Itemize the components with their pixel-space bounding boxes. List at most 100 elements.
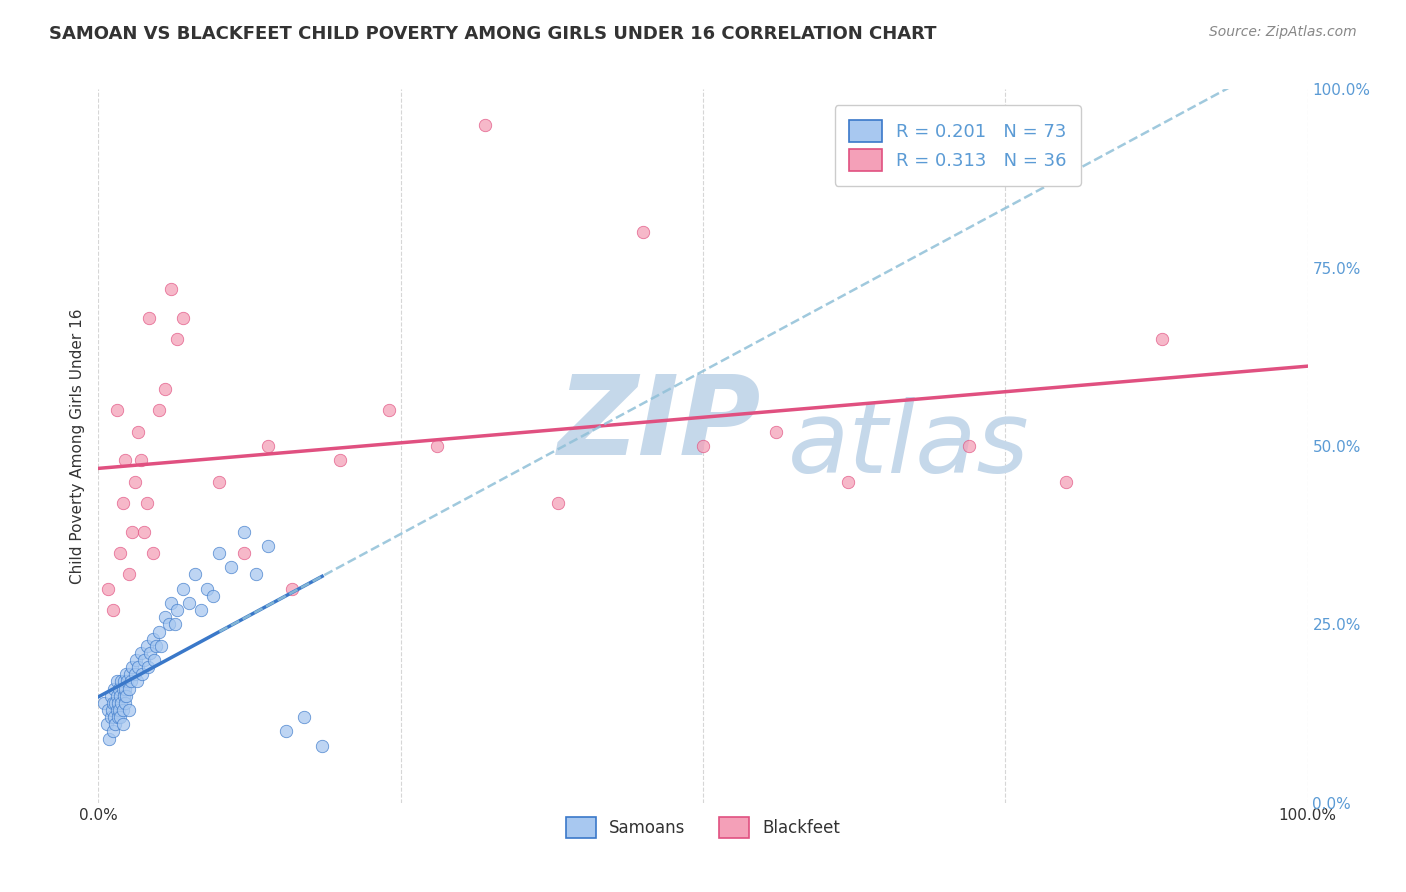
Point (232, 546, 254, 560)
Point (100, 710, 122, 724)
Point (163, 617, 186, 632)
Point (100, 703, 122, 717)
Point (118, 667, 141, 681)
Y-axis label: Child Poverty Among Girls Under 16: Child Poverty Among Girls Under 16 (69, 309, 84, 583)
Point (110, 674, 132, 689)
Point (221, 560, 243, 574)
Point (190, 603, 212, 617)
Point (100, 689, 122, 703)
Point (121, 524, 143, 539)
Point (97, 582, 120, 596)
Point (547, 496, 569, 510)
Point (108, 681, 131, 696)
Point (138, 310, 160, 325)
Point (166, 332, 188, 346)
Point (118, 681, 141, 696)
Point (111, 496, 134, 510)
Point (195, 582, 218, 596)
Point (96, 717, 118, 731)
Point (114, 696, 136, 710)
Point (112, 674, 135, 689)
Point (111, 703, 134, 717)
Point (101, 603, 124, 617)
Point (120, 674, 142, 689)
Point (127, 660, 149, 674)
Point (157, 617, 180, 632)
Point (121, 660, 143, 674)
Point (172, 582, 194, 596)
Point (135, 639, 157, 653)
Point (274, 724, 297, 739)
Point (127, 425, 149, 439)
Point (111, 681, 134, 696)
Point (142, 546, 165, 560)
Point (142, 632, 165, 646)
Point (129, 453, 152, 467)
Text: Source: ZipAtlas.com: Source: ZipAtlas.com (1209, 25, 1357, 39)
Point (143, 653, 166, 667)
Point (107, 710, 129, 724)
Point (256, 539, 278, 553)
Point (281, 582, 304, 596)
Point (112, 689, 135, 703)
Point (108, 689, 131, 703)
Point (104, 717, 127, 731)
Point (135, 496, 157, 510)
Point (837, 475, 859, 489)
Point (160, 596, 183, 610)
Point (93, 696, 115, 710)
Point (426, 439, 449, 453)
Point (117, 674, 139, 689)
Point (139, 646, 162, 660)
Point (765, 425, 787, 439)
Point (108, 703, 131, 717)
Point (631, 225, 654, 239)
Point (115, 667, 138, 681)
Point (148, 403, 170, 417)
Point (125, 653, 148, 667)
Point (97, 703, 120, 717)
Point (1152, 332, 1174, 346)
Point (202, 589, 225, 603)
Point (131, 667, 153, 681)
Point (124, 475, 146, 489)
Point (101, 696, 124, 710)
Point (118, 703, 141, 717)
Point (103, 710, 125, 724)
Point (101, 724, 124, 739)
Point (172, 310, 194, 325)
Point (127, 674, 149, 689)
Point (184, 567, 207, 582)
Point (329, 453, 352, 467)
Point (114, 453, 136, 467)
Point (134, 653, 156, 667)
Point (148, 624, 170, 639)
Point (166, 603, 188, 617)
Point (311, 739, 333, 753)
Point (104, 696, 127, 710)
Legend: Samoans, Blackfeet: Samoans, Blackfeet (560, 811, 846, 845)
Point (136, 660, 159, 674)
Text: SAMOAN VS BLACKFEET CHILD POVERTY AMONG GIRLS UNDER 16 CORRELATION CHART: SAMOAN VS BLACKFEET CHILD POVERTY AMONG … (49, 25, 936, 43)
Point (108, 546, 131, 560)
Point (129, 646, 152, 660)
Point (110, 696, 132, 710)
Point (150, 639, 173, 653)
Point (292, 710, 315, 724)
Point (957, 439, 980, 453)
Point (107, 696, 129, 710)
Point (108, 710, 131, 724)
Point (134, 524, 156, 539)
Point (145, 639, 167, 653)
Point (105, 689, 128, 703)
Point (232, 524, 254, 539)
Text: atlas: atlas (787, 398, 1029, 494)
Point (208, 546, 231, 560)
Point (179, 596, 201, 610)
Point (105, 703, 128, 717)
Point (208, 475, 231, 489)
Point (124, 667, 146, 681)
Point (692, 439, 714, 453)
Point (377, 403, 399, 417)
Point (105, 674, 128, 689)
